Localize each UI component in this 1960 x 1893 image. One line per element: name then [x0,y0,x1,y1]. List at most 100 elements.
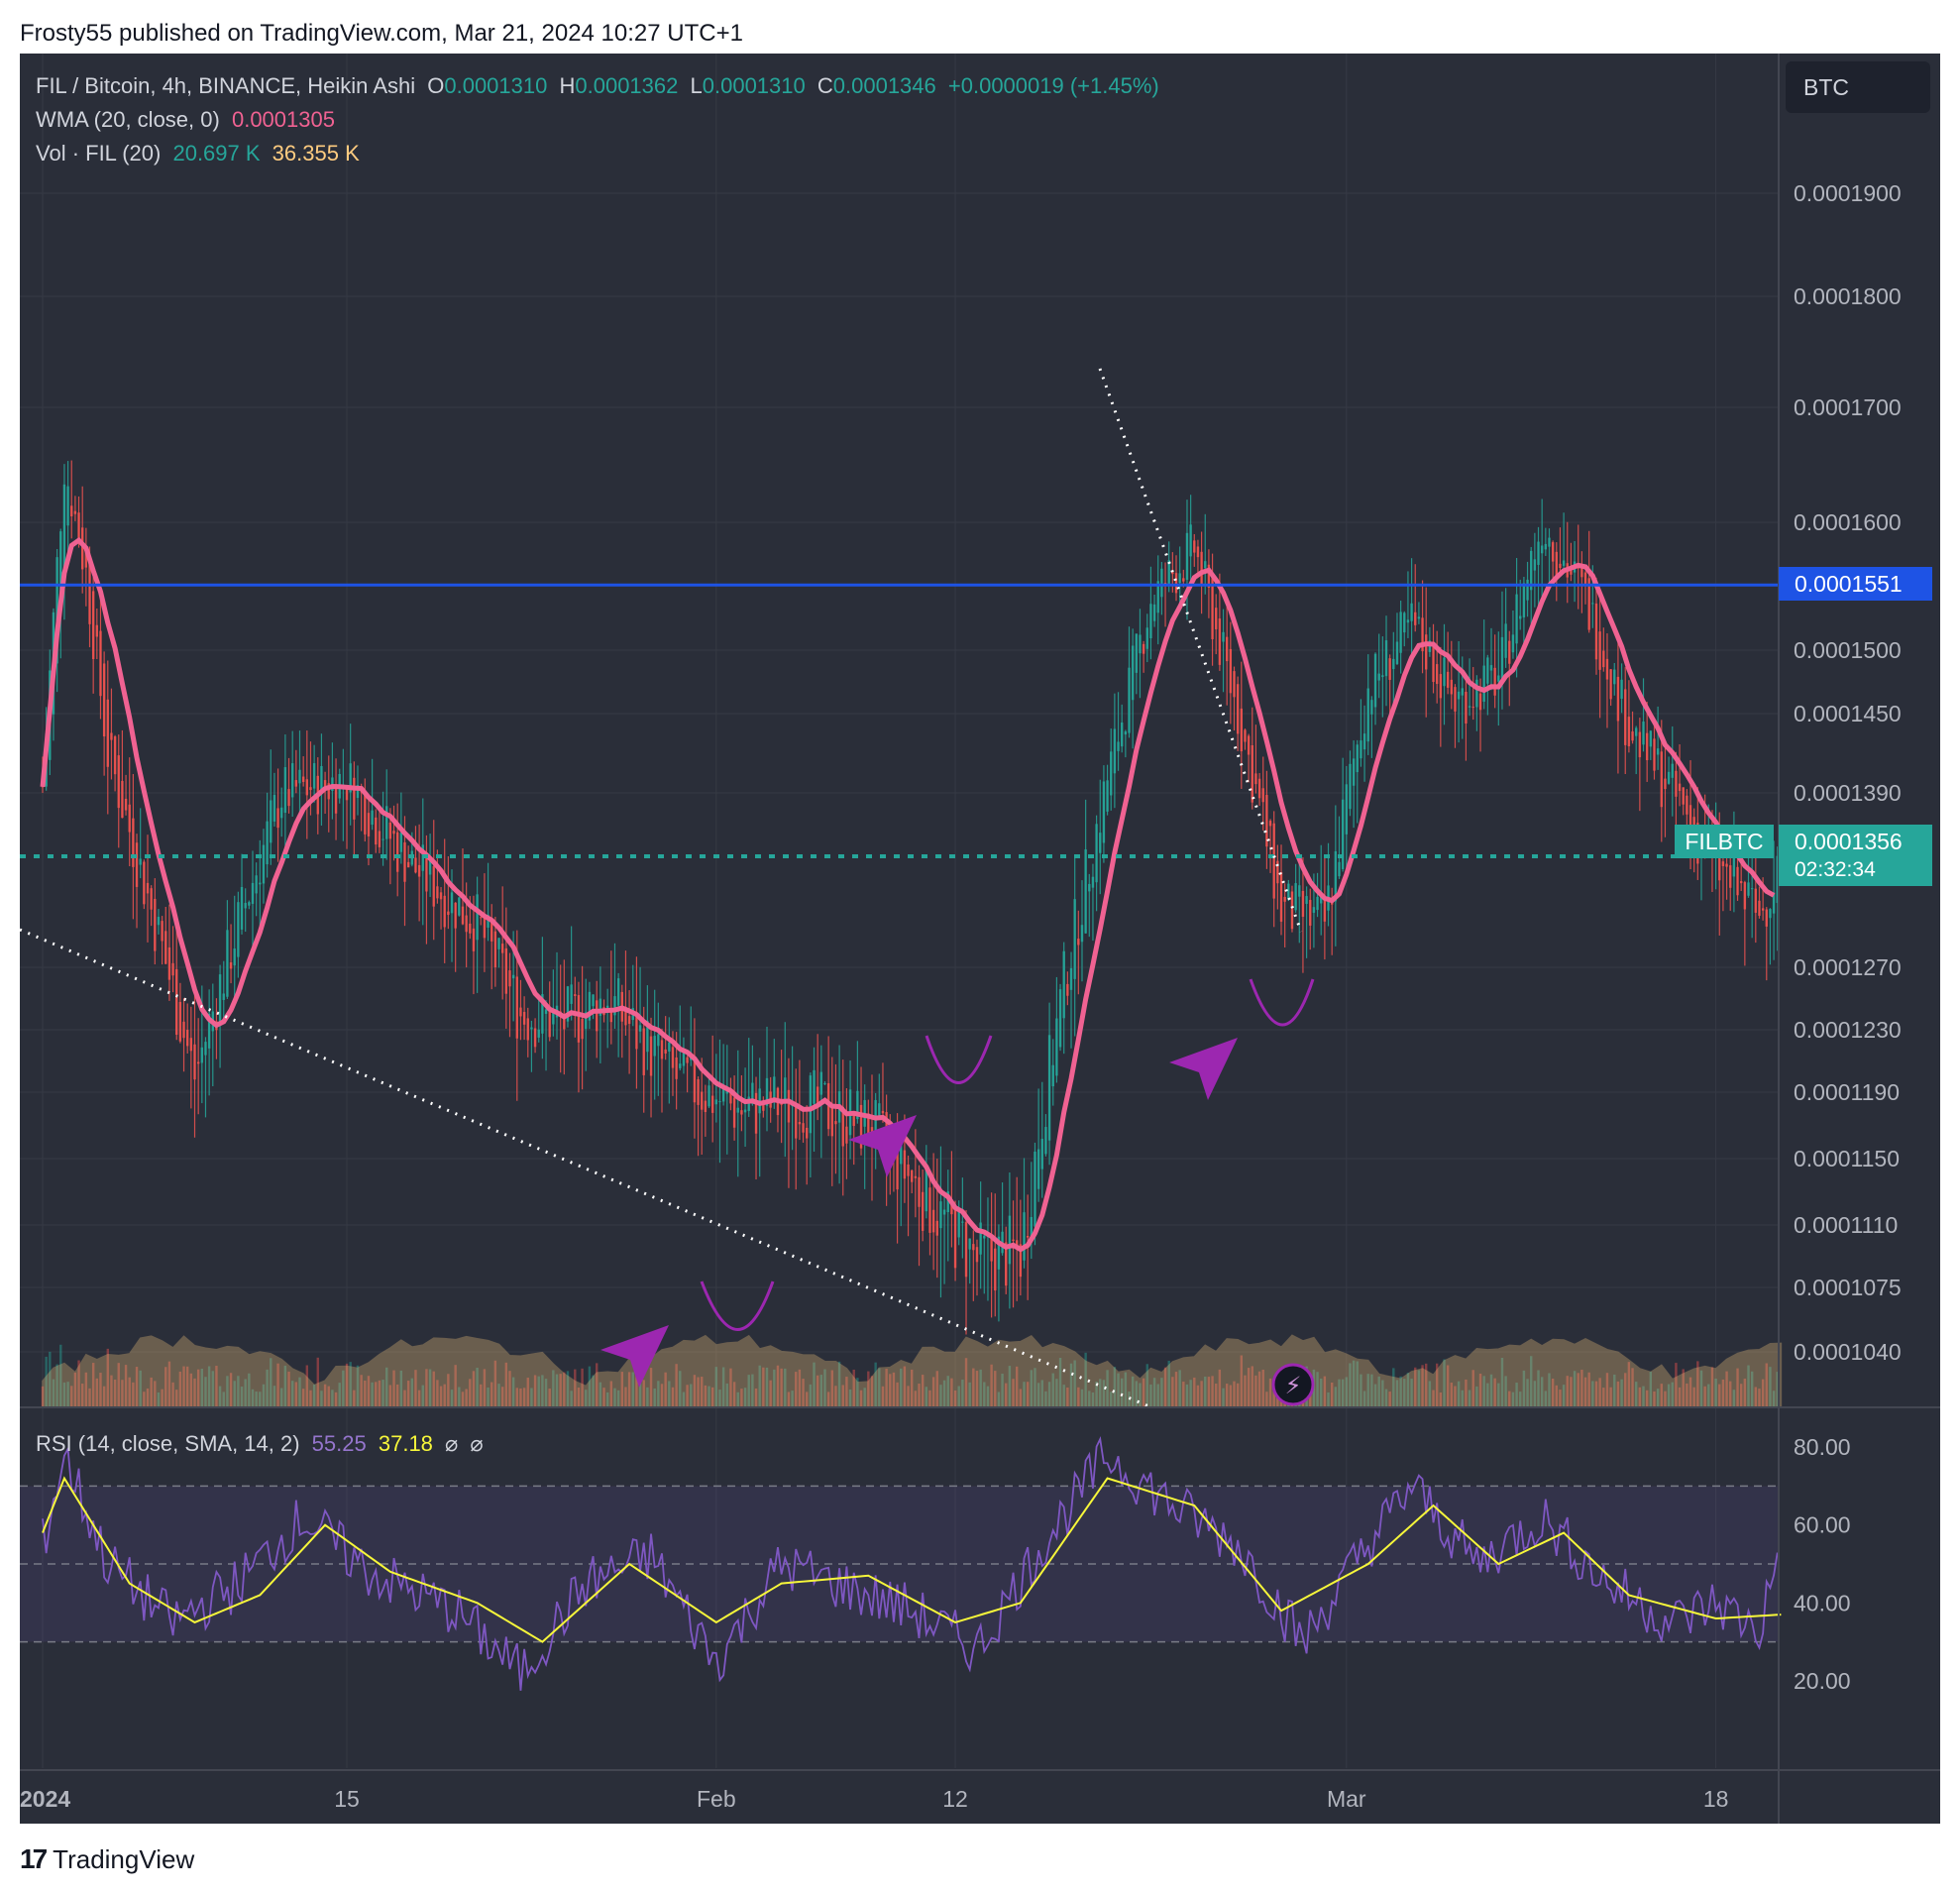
volume-bar [1222,1388,1225,1407]
candle-body [1294,883,1297,911]
candle-body [99,630,102,697]
candle-body [526,1018,529,1041]
volume-bar [802,1379,805,1407]
candle-body [1073,899,1076,979]
chart-frame[interactable] [20,54,1940,1824]
candle-body [226,930,229,997]
candle-body [581,1018,584,1040]
candle-body [968,1238,971,1250]
volume-bar [290,1381,294,1407]
candle-body [896,1138,899,1190]
footer: 17 TradingView [20,1843,194,1875]
candle-body [1023,1212,1026,1261]
candle-body [132,818,135,867]
candle-body [653,1036,656,1057]
candle-body [1515,594,1518,644]
candle-body [1055,1018,1058,1076]
volume-bar [530,1388,533,1407]
volume-bar [602,1388,605,1407]
volume-bar [1272,1386,1275,1407]
volume-bar [171,1382,174,1407]
candle-body [1196,546,1200,558]
volume-bar [375,1382,378,1407]
symbol-box[interactable]: BTC [1786,61,1930,113]
volume-bar [1399,1376,1402,1407]
candle-body [1522,583,1526,617]
candle-body [686,1057,689,1063]
candle-body [1497,675,1500,682]
candle-body [417,864,421,877]
volume-bar [1247,1368,1251,1407]
volume-bar [837,1361,841,1407]
candle-body [1334,850,1338,902]
volume-bar [55,1364,58,1407]
volume-bar [248,1373,251,1407]
candle-body [714,1099,718,1105]
candle-body [1638,731,1642,758]
volume-bar [1587,1372,1590,1407]
volume-bar [1707,1384,1710,1407]
candle-body [395,832,399,872]
candle-body [1660,751,1663,808]
x-tick-label: Feb [697,1786,736,1812]
candle-body [508,970,511,987]
trendline-upper[interactable] [1098,368,1303,933]
candle-body [1772,892,1776,914]
candle-body [240,886,244,930]
candle-body [504,947,508,994]
volume-bar [942,1380,946,1407]
candle-body [117,755,120,809]
volume-bar [1185,1384,1189,1407]
annotations[interactable] [600,978,1315,1388]
candle-body [196,1061,200,1064]
candle-body [62,484,66,571]
volume-bar [1370,1374,1373,1407]
legend-open: 0.0001310 [444,73,548,98]
candle-body [710,1095,714,1113]
y-tick-label: 0.0001800 [1794,283,1902,309]
candle-body [439,892,443,900]
candle-body [1417,616,1421,619]
volume-bar [1163,1367,1167,1407]
candle-body [189,1038,193,1052]
volume-bar [624,1387,627,1407]
volume-bar [1171,1377,1174,1407]
candle-body [1468,706,1471,708]
volume-bar [708,1386,710,1407]
volume-bar [1388,1392,1391,1407]
alert-icon[interactable]: ⚡ [1271,1363,1315,1406]
volume-bar [1069,1363,1073,1407]
volume-bar [1624,1373,1627,1407]
candle-body [574,994,577,996]
volume-bar [45,1356,48,1407]
volume-bar [957,1386,960,1407]
candle-body [1609,669,1612,700]
volume-bar [892,1372,896,1407]
volume-bar [121,1380,124,1407]
volume-bar [1008,1366,1012,1407]
bottom-curve-1 [700,1281,775,1331]
candle-body [59,531,62,611]
volume-bar [1080,1389,1084,1407]
candle-body [795,1105,798,1139]
candle-body [1624,689,1627,745]
legend-vol-value: 20.697 K [172,141,261,166]
candle-body [139,858,142,865]
candle-body [1200,551,1203,585]
volume-bar [1160,1378,1163,1407]
legend-high: 0.0001362 [575,73,679,98]
candle-body [73,510,77,514]
candle-body [762,1100,765,1111]
volume-bar [725,1383,728,1407]
volume-bar [266,1369,269,1407]
volume-bar [819,1375,823,1407]
volume-bar [1073,1360,1076,1407]
candle-body [193,1044,196,1080]
volume-bar [791,1391,794,1407]
legend-high-label: H [559,73,576,98]
volume-bar [823,1369,826,1407]
x-tick-label: Mar [1327,1786,1366,1812]
volume-bar [577,1388,581,1407]
volume-bar [784,1368,787,1407]
